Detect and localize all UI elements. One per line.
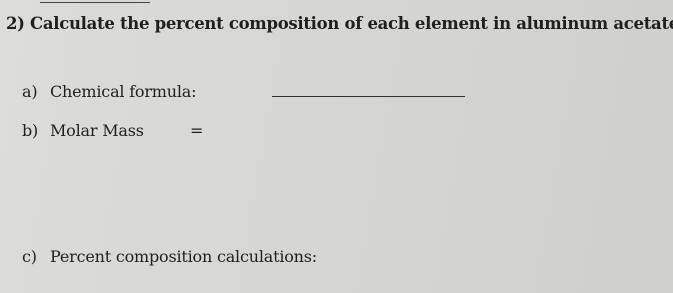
answer-line bbox=[272, 96, 465, 97]
item-label: a) bbox=[22, 82, 38, 101]
question-number: 2) bbox=[6, 14, 25, 33]
item-text: Chemical formula: bbox=[50, 82, 197, 101]
top-line bbox=[40, 2, 150, 3]
item-label: c) bbox=[22, 247, 37, 266]
item-text: Percent composition calculations: bbox=[50, 247, 317, 266]
equals-sign: = bbox=[190, 121, 204, 140]
question-text: Calculate the percent composition of eac… bbox=[30, 14, 673, 33]
item-label: b) bbox=[22, 121, 39, 140]
item-text: Molar Mass bbox=[50, 121, 144, 140]
